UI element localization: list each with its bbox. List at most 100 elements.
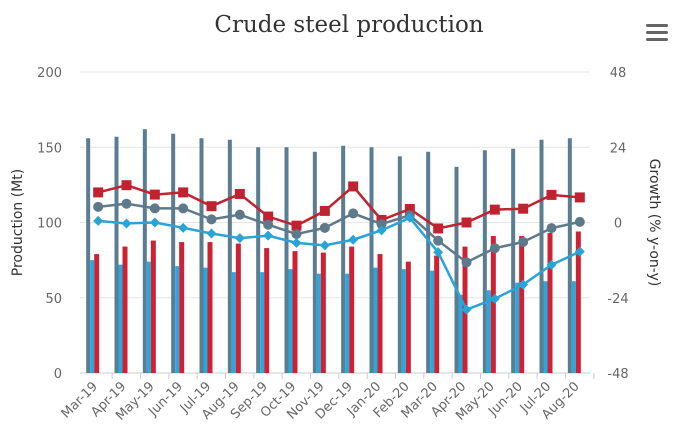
square-marker bbox=[263, 211, 274, 222]
hamburger-menu-icon[interactable] bbox=[646, 24, 668, 42]
left-tick-label: 50 bbox=[45, 292, 62, 307]
square-marker bbox=[518, 203, 529, 214]
diamond-marker bbox=[319, 240, 330, 251]
circle-marker bbox=[574, 216, 585, 227]
diamond-marker bbox=[206, 228, 217, 239]
bar bbox=[235, 243, 241, 373]
right-tick-label: 48 bbox=[610, 66, 627, 81]
circle-marker bbox=[319, 222, 330, 233]
circle-marker bbox=[376, 219, 387, 230]
circle-marker bbox=[149, 203, 160, 214]
square-marker bbox=[291, 220, 302, 231]
right-tick-label: 0 bbox=[614, 217, 622, 232]
bar bbox=[122, 246, 128, 373]
bar bbox=[227, 139, 232, 373]
diamond-marker bbox=[404, 212, 415, 223]
diamond-marker bbox=[178, 222, 189, 233]
right-tick-label: -48 bbox=[607, 367, 628, 382]
bar bbox=[142, 129, 147, 373]
diamond-marker bbox=[461, 304, 472, 315]
diamond-marker bbox=[348, 234, 359, 245]
circle-marker bbox=[518, 236, 529, 247]
bar bbox=[434, 255, 440, 373]
series-line bbox=[98, 216, 581, 312]
bar bbox=[345, 273, 350, 373]
right-tick-label: -24 bbox=[607, 292, 628, 307]
square-marker bbox=[93, 187, 104, 198]
bar bbox=[377, 254, 383, 373]
bar bbox=[458, 294, 463, 373]
square-marker bbox=[546, 189, 557, 200]
bar bbox=[543, 281, 548, 373]
diamond-marker bbox=[546, 259, 557, 270]
bar bbox=[341, 145, 346, 373]
diamond-marker bbox=[518, 279, 529, 290]
bar bbox=[150, 240, 156, 373]
bar bbox=[260, 272, 265, 373]
circle-marker bbox=[489, 243, 500, 254]
diamond-marker bbox=[93, 215, 104, 226]
left-axis-title: Production (Mt) bbox=[10, 169, 26, 276]
left-tick-label: 150 bbox=[37, 141, 62, 156]
bar bbox=[575, 231, 581, 373]
square-marker bbox=[206, 201, 217, 212]
bar bbox=[515, 282, 520, 373]
bar bbox=[547, 233, 553, 373]
square-marker bbox=[489, 204, 500, 215]
bar bbox=[207, 242, 213, 373]
bar bbox=[511, 148, 516, 373]
diamond-marker bbox=[121, 218, 132, 229]
bar bbox=[349, 246, 355, 373]
circle-marker bbox=[263, 219, 274, 230]
square-marker bbox=[574, 192, 585, 203]
bar bbox=[94, 254, 100, 373]
circle-marker bbox=[206, 214, 217, 225]
right-axis-title: Growth (% y-on-y) bbox=[646, 159, 662, 287]
chart-title: Crude steel production bbox=[214, 12, 484, 38]
bar bbox=[203, 267, 208, 373]
circle-marker bbox=[433, 235, 444, 246]
bar bbox=[86, 138, 91, 373]
square-marker bbox=[149, 189, 160, 200]
diamond-marker bbox=[433, 247, 444, 258]
square-marker bbox=[178, 187, 189, 198]
bar bbox=[397, 156, 402, 373]
bar bbox=[486, 290, 491, 373]
circle-marker bbox=[178, 203, 189, 214]
bar bbox=[539, 139, 544, 373]
square-marker bbox=[404, 204, 415, 215]
square-marker bbox=[319, 205, 330, 216]
bar bbox=[519, 236, 525, 373]
bar bbox=[284, 147, 289, 373]
bar bbox=[90, 260, 95, 373]
diamond-marker bbox=[263, 230, 274, 241]
bar bbox=[316, 273, 321, 373]
bar bbox=[482, 150, 487, 373]
bar bbox=[320, 252, 326, 373]
bar bbox=[171, 133, 176, 373]
series-line bbox=[98, 202, 581, 264]
left-tick-label: 200 bbox=[37, 66, 62, 81]
bar bbox=[454, 166, 459, 373]
circle-marker bbox=[121, 198, 132, 209]
bar bbox=[405, 261, 411, 373]
diamond-marker bbox=[291, 237, 302, 248]
circle-marker bbox=[546, 223, 557, 234]
bar bbox=[312, 151, 317, 373]
left-tick-label: 100 bbox=[37, 217, 62, 232]
circle-marker bbox=[93, 201, 104, 212]
bar bbox=[430, 270, 435, 373]
bar bbox=[401, 269, 406, 373]
left-tick-label: 0 bbox=[54, 367, 62, 382]
right-tick-label: 24 bbox=[610, 141, 627, 156]
bar bbox=[231, 272, 236, 373]
diamond-marker bbox=[489, 293, 500, 304]
circle-marker bbox=[461, 257, 472, 268]
square-marker bbox=[433, 223, 444, 234]
diamond-marker bbox=[234, 233, 245, 244]
square-marker bbox=[348, 181, 359, 192]
bar bbox=[264, 248, 270, 373]
bar bbox=[426, 151, 431, 373]
bar bbox=[490, 236, 496, 373]
